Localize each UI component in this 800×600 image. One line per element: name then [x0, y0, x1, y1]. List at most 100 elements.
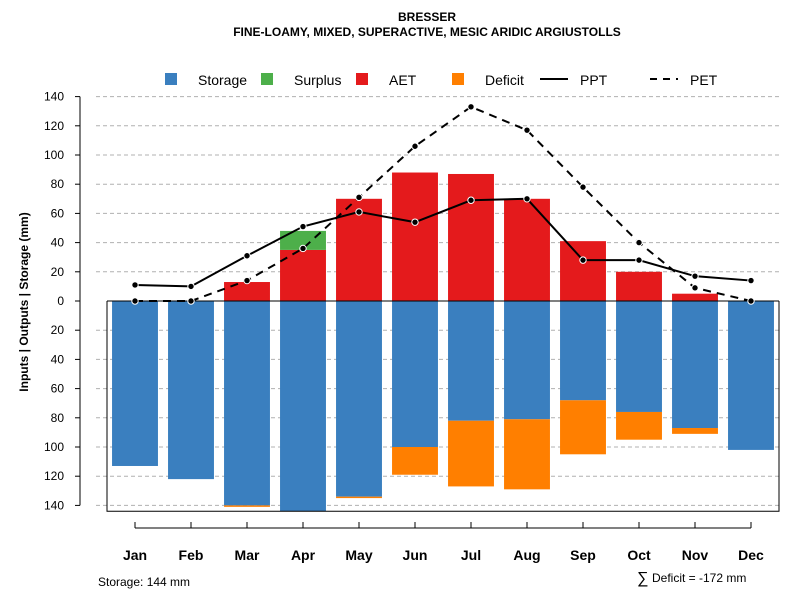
storage-bar-jan — [112, 301, 158, 466]
y-tick-label: 40 — [51, 236, 65, 250]
y-tick-label: 100 — [44, 148, 64, 162]
storage-bar-nov — [672, 301, 718, 429]
x-axis: Jan Feb Mar Apr May Jun Jul Aug Sep Oct Nov Dec — [123, 522, 764, 563]
chart-title: BRESSER — [398, 10, 456, 24]
legend-storage-swatch — [165, 73, 177, 85]
legend-deficit-swatch — [452, 73, 464, 85]
x-tick-label-jun: Jun — [403, 547, 428, 563]
chart-subtitle: FINE-LOAMY, MIXED, SUPERACTIVE, MESIC AR… — [233, 25, 621, 39]
ppt-point-may — [355, 208, 363, 216]
aet-bar-apr — [280, 249, 326, 301]
x-tick-label-mar: Mar — [235, 547, 260, 563]
pet-point-nov — [691, 284, 699, 292]
x-tick-label-jul: Jul — [461, 547, 481, 563]
y-tick-label: 80 — [51, 177, 65, 191]
storage-bar-feb — [168, 301, 214, 480]
ppt-point-apr — [299, 222, 307, 231]
pet-point-aug — [523, 126, 531, 134]
deficit-total-label: Deficit = -172 mm — [652, 571, 746, 585]
storage-bar-apr — [280, 301, 326, 512]
ppt-point-aug — [523, 195, 531, 203]
storage-bar-dec — [728, 301, 774, 450]
pet-point-oct — [635, 238, 643, 247]
x-tick-label-nov: Nov — [682, 547, 709, 563]
y-tick-label: 20 — [51, 323, 65, 337]
y-tick-label: 0 — [57, 294, 64, 308]
pet-point-mar — [243, 276, 251, 285]
deficit-bar-sep — [560, 400, 606, 455]
x-tick-label-feb: Feb — [179, 547, 204, 563]
ppt-point-oct — [635, 256, 643, 264]
x-tick-label-aug: Aug — [513, 547, 540, 563]
sum-symbol: ∑ — [637, 570, 648, 587]
x-tick-label-jan: Jan — [123, 547, 147, 563]
deficit-bar-may — [336, 496, 382, 499]
deficit-bar-jul — [448, 420, 494, 487]
ppt-point-jan — [131, 281, 139, 289]
deficit-bar-aug — [504, 419, 550, 490]
storage-bar-aug — [504, 301, 550, 420]
y-tick-label: 20 — [51, 265, 65, 279]
pet-point-may — [355, 193, 363, 202]
aet-bar-aug — [504, 198, 550, 301]
y-tick-label: 120 — [44, 119, 64, 133]
pet-point-sep — [579, 183, 587, 191]
ppt-point-feb — [187, 282, 195, 291]
aet-bar-nov — [672, 293, 718, 301]
x-tick-label-sep: Sep — [570, 547, 596, 563]
y-tick-label: 40 — [51, 352, 65, 366]
storage-total-label: Storage: 144 mm — [98, 575, 190, 589]
storage-bar-oct — [616, 301, 662, 412]
y-tick-label: 140 — [44, 90, 64, 104]
plot-frame-outline — [106, 301, 780, 512]
storage-bar-mar — [224, 301, 270, 506]
legend-deficit-label: Deficit — [485, 72, 524, 88]
ppt-point-jul — [467, 196, 475, 204]
storage-bar-jul — [448, 301, 494, 421]
pet-point-jul — [467, 103, 475, 111]
pet-point-jan — [131, 297, 139, 305]
y-tick-label: 60 — [51, 206, 65, 220]
legend-surplus-label: Surplus — [294, 72, 341, 88]
pet-point-dec — [747, 297, 755, 305]
deficit-bar-oct — [616, 411, 662, 440]
x-tick-label-oct: Oct — [627, 547, 651, 563]
y-axis-title: Inputs | Outputs | Storage (mm) — [17, 212, 31, 391]
legend-storage-label: Storage — [198, 72, 247, 88]
pet-point-apr — [299, 244, 307, 253]
legend-ppt-label: PPT — [580, 72, 608, 88]
y-tick-label: 120 — [44, 469, 64, 483]
bars — [112, 172, 774, 512]
storage-bar-sep — [560, 301, 606, 401]
deficit-bar-nov — [672, 428, 718, 434]
plot-frame — [106, 300, 780, 512]
y-axis: 140 120 100 80 60 40 20 0 20 40 60 80 100 120 140 — [44, 90, 81, 512]
legend-aet-swatch — [356, 73, 368, 85]
pet-point-feb — [187, 297, 195, 305]
legend: Storage Surplus AET Deficit PPT PET — [165, 72, 718, 88]
x-tick-label-may: May — [345, 547, 372, 563]
legend-pet-label: PET — [690, 72, 718, 88]
deficit-bar-jun — [392, 447, 438, 475]
storage-bar-jun — [392, 301, 438, 447]
y-tick-label: 140 — [44, 498, 64, 512]
pet-point-jun — [411, 142, 419, 150]
ppt-point-jun — [411, 218, 419, 226]
legend-aet-label: AET — [389, 72, 417, 88]
ppt-point-sep — [579, 256, 587, 264]
aet-bar-jun — [392, 172, 438, 301]
pet-line — [135, 105, 752, 302]
x-tick-label-apr: Apr — [291, 547, 316, 563]
storage-bar-may — [336, 301, 382, 497]
aet-bar-oct — [616, 271, 662, 301]
y-tick-label: 80 — [51, 411, 65, 425]
aet-bar-sep — [560, 241, 606, 301]
y-tick-label: 100 — [44, 440, 64, 454]
ppt-point-dec — [747, 276, 755, 285]
ppt-point-mar — [243, 252, 251, 260]
ppt-point-nov — [691, 272, 699, 280]
y-tick-label: 60 — [51, 382, 65, 396]
surplus-bar-apr — [280, 230, 326, 250]
x-tick-label-dec: Dec — [738, 547, 764, 563]
